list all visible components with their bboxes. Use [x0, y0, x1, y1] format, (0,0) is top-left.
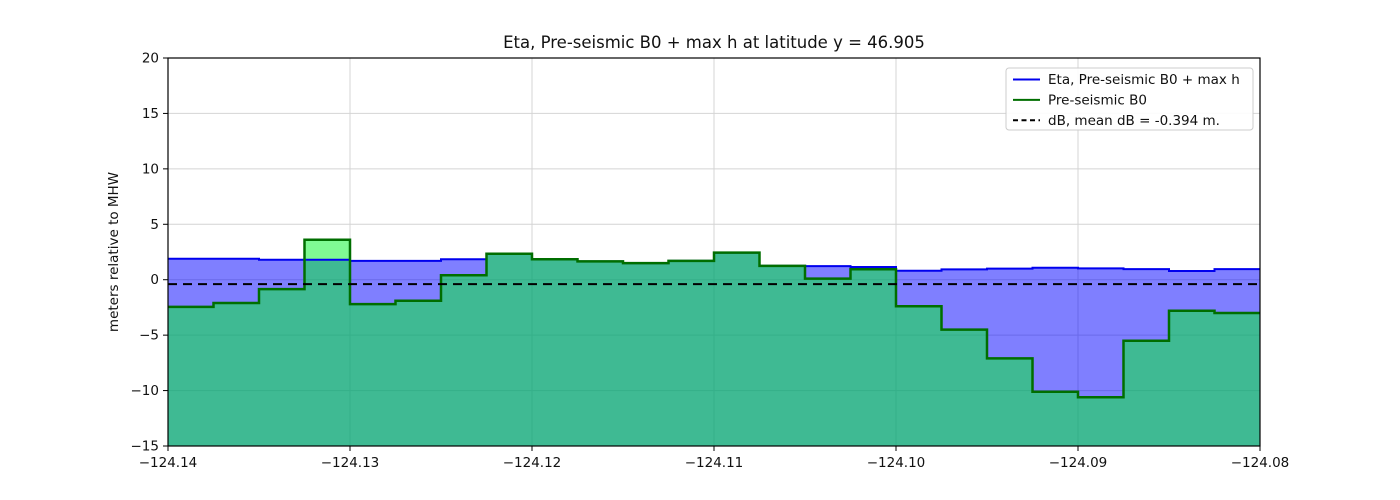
- legend-box: [1005, 67, 1254, 131]
- y-tick-label: −5: [139, 328, 159, 344]
- y-tick-label: 20: [142, 51, 159, 67]
- x-tick-label: −124.13: [321, 455, 380, 471]
- x-tick-label: −124.11: [685, 455, 744, 471]
- y-tick-label: 10: [142, 161, 159, 177]
- y-tick-label: −10: [131, 383, 160, 399]
- legend-label: Pre-seismic B0: [1048, 92, 1147, 108]
- series-lines: [168, 238, 1260, 399]
- legend-label: Eta, Pre-seismic B0 + max h: [1048, 72, 1240, 88]
- x-tick-label: −124.08: [1231, 455, 1290, 471]
- axis-tick-labels: −124.14 −124.13 −124.12 −124.11 −124.10 −124.…: [131, 51, 1290, 472]
- y-tick-label: 0: [150, 272, 159, 288]
- y-axis-label: meters relative to MHW: [106, 172, 122, 332]
- x-tick-label: −124.10: [867, 455, 926, 471]
- axis-ticks: [163, 57, 1261, 451]
- chart-title: Eta, Pre-seismic B0 + max h at latitude …: [503, 33, 925, 52]
- x-tick-label: −124.14: [139, 455, 198, 471]
- legend-label: dB, mean dB = -0.394 m.: [1048, 113, 1220, 129]
- y-tick-label: 15: [142, 106, 159, 122]
- series-fills: [168, 239, 1260, 446]
- x-tick-label: −124.12: [503, 455, 562, 471]
- x-tick-label: −124.09: [1049, 455, 1108, 471]
- y-tick-label: 5: [150, 217, 159, 233]
- pre-seismic-b0-line: [168, 238, 1260, 399]
- y-tick-label: −15: [131, 439, 160, 455]
- legend: Eta, Pre-seismic B0 + max h Pre-seismic B…: [1005, 67, 1254, 131]
